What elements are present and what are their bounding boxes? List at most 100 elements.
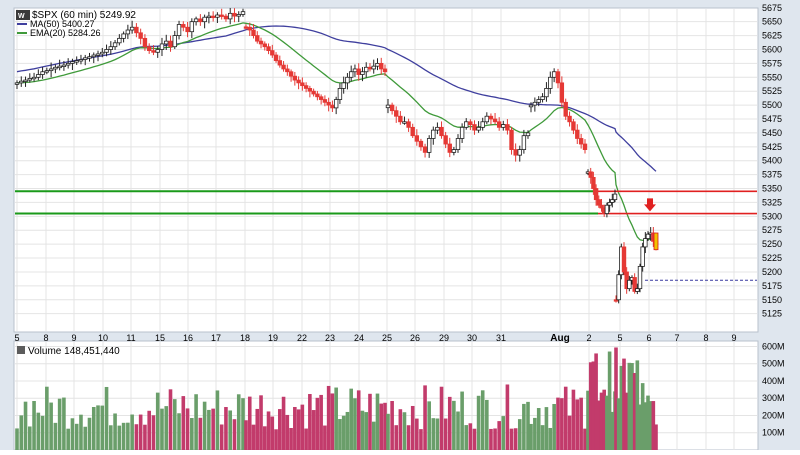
candle-body (371, 65, 376, 70)
volume-bar (236, 394, 241, 450)
volume-bar (460, 391, 464, 450)
volume-bar (627, 362, 632, 450)
volume-bar (219, 424, 224, 450)
volume-bar (215, 390, 220, 450)
volume-bar (96, 405, 100, 450)
volume-bar (319, 394, 323, 450)
x-tick-label: 23 (325, 333, 335, 343)
candle-body (521, 135, 527, 150)
volume-bar (23, 401, 28, 450)
price-tick-label: 5450 (762, 128, 782, 138)
volume-bar (447, 396, 452, 450)
volume-bar (315, 397, 320, 450)
candle-body (563, 101, 568, 117)
candle-body (356, 68, 361, 75)
candle-body (176, 24, 182, 36)
volume-bar (155, 392, 160, 450)
volume-bar (91, 407, 96, 450)
volume-tick-label: 500M (762, 359, 785, 369)
candle-body (607, 202, 612, 206)
volume-bar (402, 412, 407, 450)
volume-bar (368, 393, 372, 450)
volume-bar (32, 400, 36, 450)
price-legend: W $SPX (60 min) 5249.92 MA(50) 5400.27 E… (16, 10, 136, 38)
price-tick-label: 5125 (762, 309, 782, 319)
candle-body (326, 101, 331, 106)
volume-bar (341, 415, 346, 450)
w-logo-icon (16, 10, 30, 20)
volume-bar (228, 410, 233, 450)
volume-bar (599, 392, 604, 450)
candle-body (472, 124, 477, 131)
volume-bar (588, 362, 593, 450)
volume-bar (87, 417, 92, 450)
volume-bar (172, 399, 177, 450)
down-arrow-marker (644, 198, 656, 212)
volume-bar (548, 427, 553, 450)
candle-body (418, 140, 424, 148)
volume-bar (489, 428, 493, 450)
volume-bar (190, 418, 194, 450)
candle-body (318, 96, 324, 100)
volume-bar (616, 398, 621, 450)
candle-body (612, 193, 618, 201)
candle-body (435, 126, 440, 131)
candle-body (31, 76, 37, 80)
candle-body (364, 66, 369, 73)
volume-bar (567, 415, 572, 450)
volume-bar (177, 413, 181, 450)
volume-bar (181, 396, 186, 450)
volume-bar (526, 401, 530, 450)
candle-body (181, 24, 186, 28)
volume-bar (270, 416, 275, 450)
w-logo-glyph: W (18, 13, 25, 20)
candle-body (402, 121, 407, 124)
volume-bar (126, 422, 130, 450)
candle-body (134, 26, 139, 34)
volume-bar (79, 414, 83, 450)
candle-body (551, 71, 557, 78)
candle-body (439, 126, 444, 137)
candle-body (367, 66, 373, 70)
volume-bar (100, 405, 105, 450)
volume-bar (419, 429, 423, 450)
candle-body (443, 135, 448, 145)
x-tick-label: 18 (240, 333, 250, 343)
x-tick-label: 7 (674, 333, 679, 343)
volume-bar (583, 428, 587, 450)
volume-bar (456, 411, 460, 450)
volume-bar (468, 423, 473, 450)
volume-bar (134, 424, 139, 450)
candle-body (240, 11, 246, 15)
candle-body (414, 135, 420, 142)
x-tick-label: 11 (126, 333, 135, 343)
x-tick-label: Aug (550, 333, 569, 344)
volume-label: Volume 148,451,440 (28, 346, 120, 357)
candle-body (236, 14, 241, 17)
x-tick-label: 25 (382, 333, 392, 343)
volume-bar (207, 409, 211, 450)
price-tick-label: 5225 (762, 253, 782, 263)
volume-bar (505, 384, 510, 450)
volume-bar (349, 388, 353, 450)
candle-body (599, 204, 604, 209)
price-tick-label: 5375 (762, 170, 782, 180)
candle-body (307, 88, 313, 92)
ma50-line (16, 25, 657, 172)
candle-body (389, 104, 395, 112)
volume-bar (398, 409, 403, 450)
price-tick-label: 5525 (762, 86, 782, 96)
volume-bar (476, 395, 481, 450)
candle-body (215, 14, 220, 18)
volume-bar (513, 428, 518, 450)
candle-body (528, 104, 534, 108)
candle-body (394, 110, 399, 117)
volume-bar (311, 410, 316, 450)
price-tick-label: 5150 (762, 295, 782, 305)
candle-body (348, 71, 354, 78)
candle-body (613, 299, 619, 302)
candle-body (255, 35, 260, 42)
candle-body (645, 233, 651, 239)
volume-bar (571, 389, 576, 450)
volume-bar (70, 418, 75, 450)
